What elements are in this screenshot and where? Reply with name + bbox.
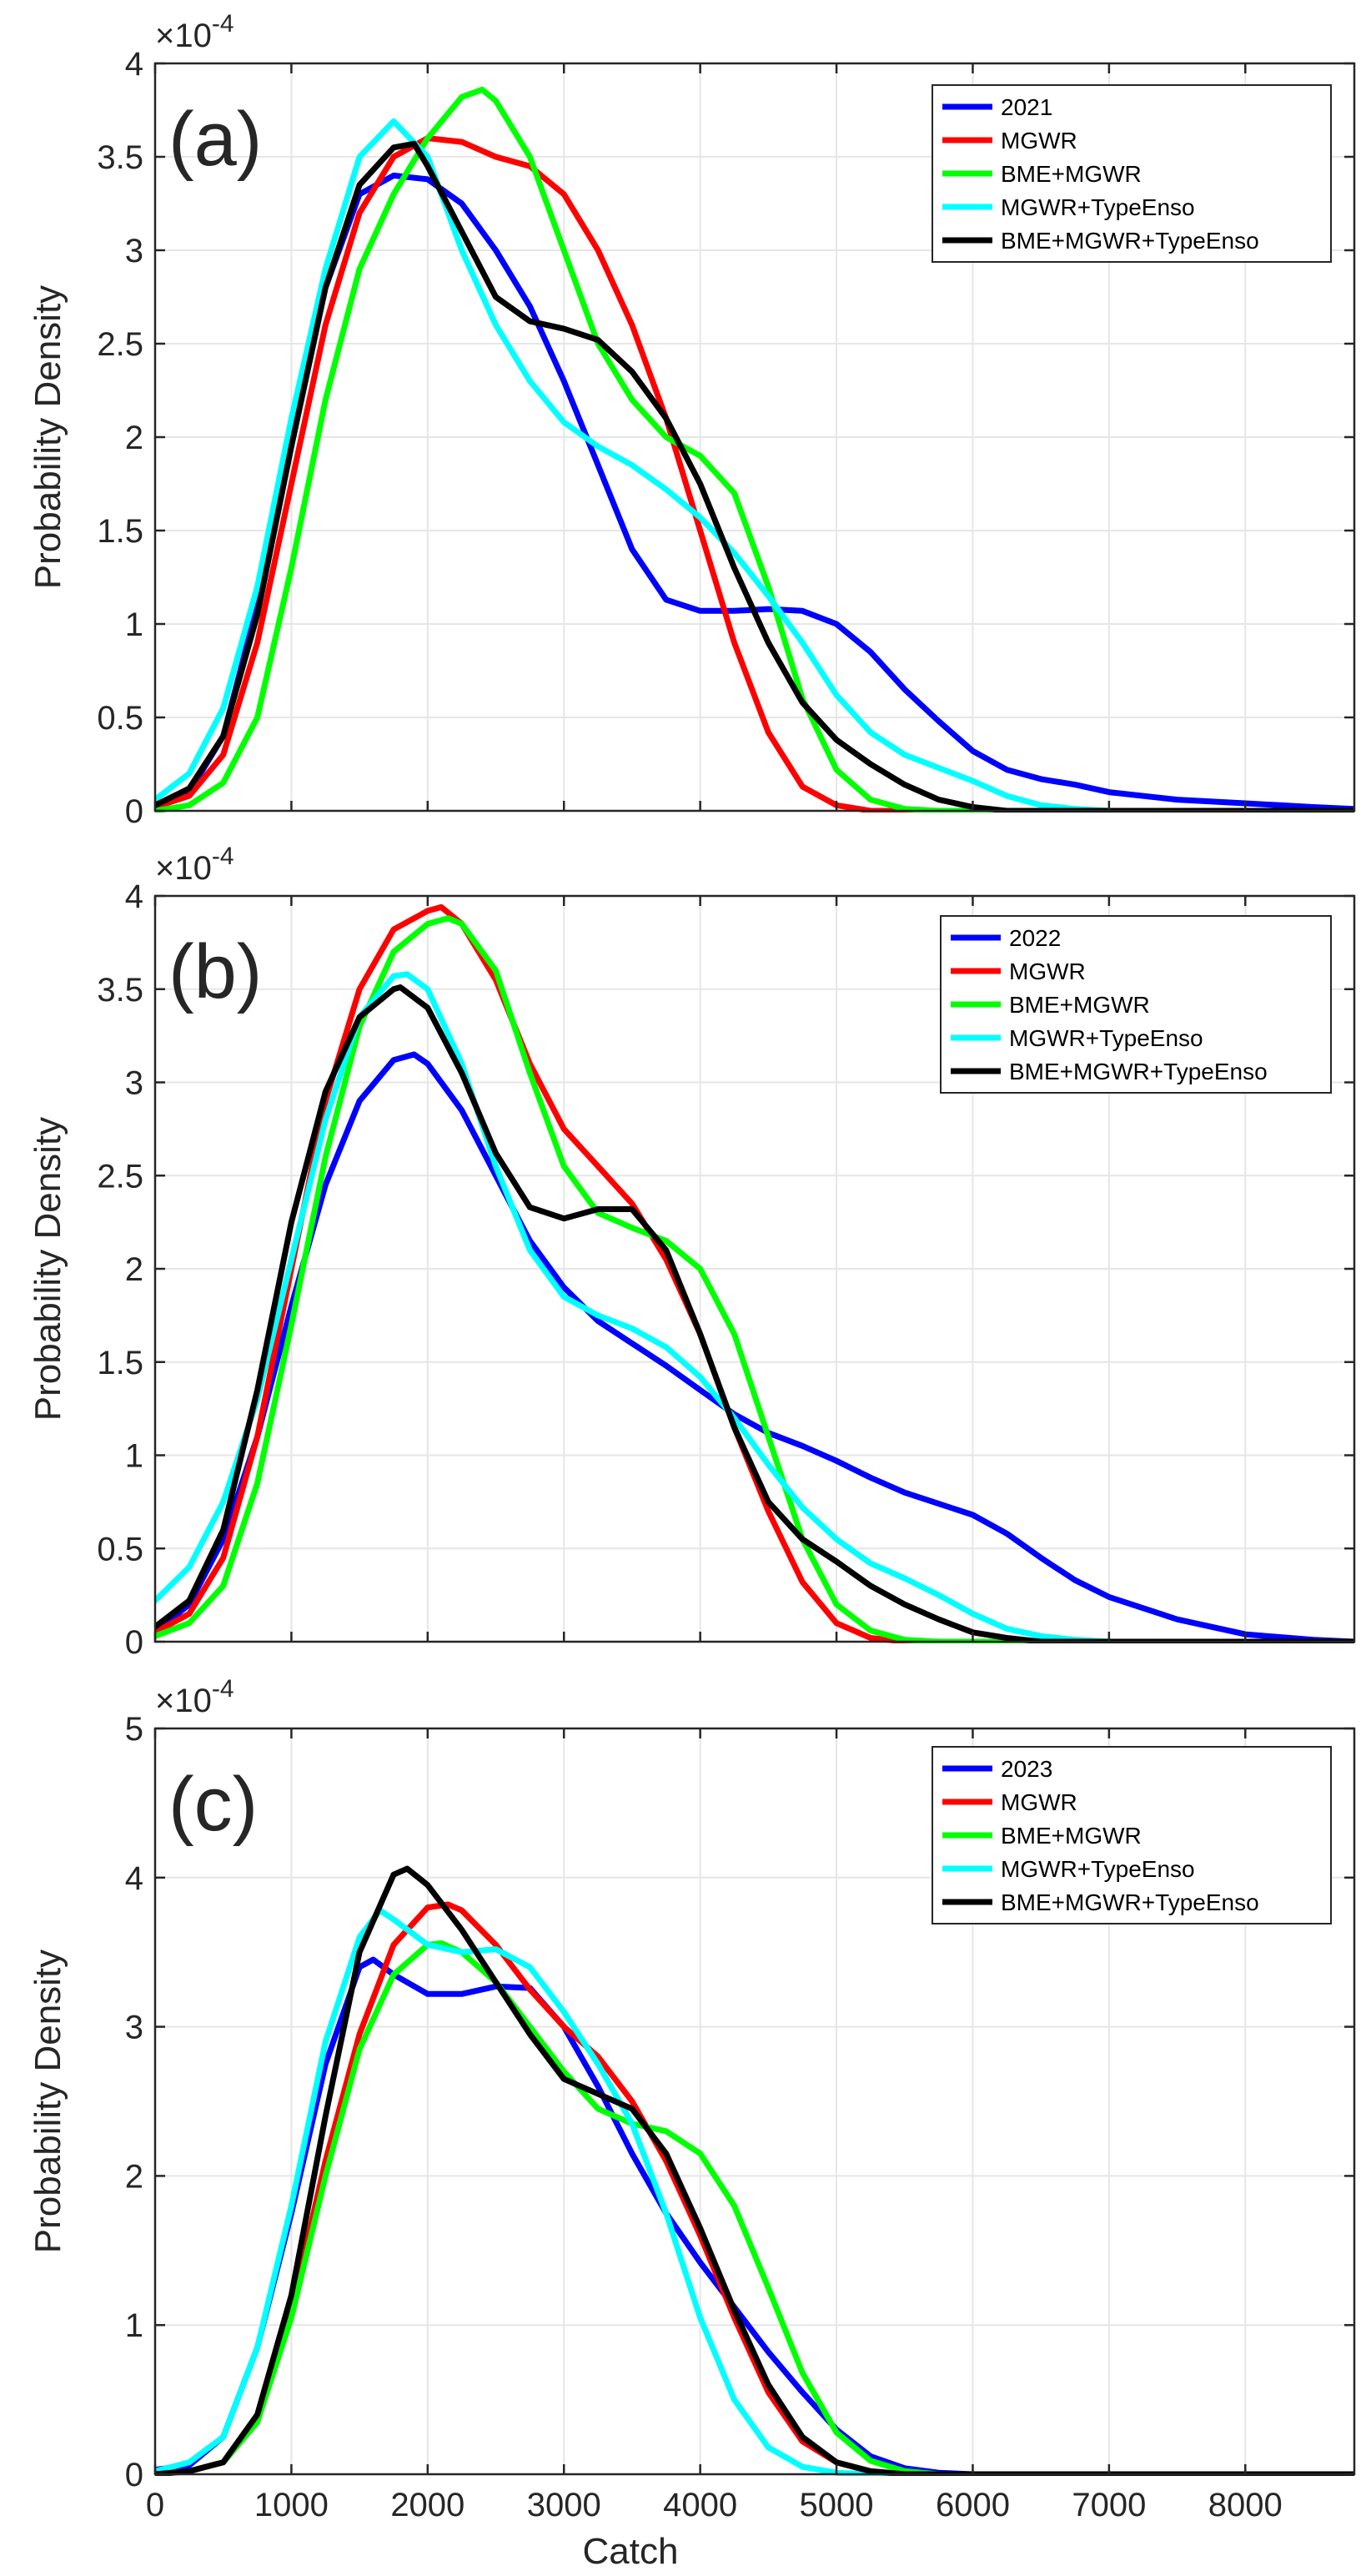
x-tick-label: 8000 xyxy=(1208,2487,1283,2523)
y-tick-label: 2.5 xyxy=(97,326,143,363)
series-line-2023 xyxy=(155,1956,1354,2476)
y-tick-label: 3 xyxy=(125,233,143,269)
legend-entry: 2021 xyxy=(1001,94,1052,120)
legend-entry: BME+MGWR+TypeEnso xyxy=(1009,1059,1268,1084)
series-line-bme-mgwr xyxy=(155,915,1354,1643)
y-tick-label: 1.5 xyxy=(97,513,143,550)
y-exponent-label: ×10-4 xyxy=(155,10,234,54)
y-axis-label: Probability Density xyxy=(28,285,68,589)
panel-label: (a) xyxy=(168,97,262,182)
y-tick-label: 0.5 xyxy=(97,1531,143,1567)
exponent-base: ×10 xyxy=(155,1683,212,1719)
series-line-2022 xyxy=(155,1051,1354,1643)
series-line-mgwr-typeenso xyxy=(155,971,1354,1643)
exponent-power: -4 xyxy=(212,1675,234,1703)
x-tick-label: 0 xyxy=(146,2487,164,2523)
y-tick-label: 2 xyxy=(125,2158,143,2195)
series-line-bme-mgwr xyxy=(155,1940,1354,2476)
exponent-power: -4 xyxy=(212,843,234,870)
series-line-mgwr-typeenso xyxy=(155,1907,1354,2476)
y-tick-label: 0.5 xyxy=(97,700,143,737)
series-line-bme-mgwr-typeenso xyxy=(155,1865,1354,2476)
exponent-base: ×10 xyxy=(155,18,212,54)
panel-c: 0 1 2 3 4 5 0 1000 2000 3000 4000 5000 6000 7000 8000 ×… xyxy=(28,1675,1356,2523)
x-axis-label: Catch xyxy=(583,2531,679,2572)
y-tick-label: 0 xyxy=(125,1624,143,1661)
series-line-mgwr xyxy=(155,135,1354,813)
exponent-power: -4 xyxy=(212,10,234,38)
y-tick-label: 1 xyxy=(125,606,143,643)
legend-entry: BME+MGWR xyxy=(1001,1823,1142,1849)
legend-box xyxy=(940,915,1332,1094)
y-tick-label: 1 xyxy=(125,2307,143,2344)
legend-entry: BME+MGWR xyxy=(1001,161,1142,187)
legend-entry: BME+MGWR xyxy=(1009,992,1150,1018)
y-tick-label: 1 xyxy=(125,1438,143,1475)
y-tick-label: 0 xyxy=(125,2457,143,2493)
legend-entry: MGWR+TypeEnso xyxy=(1001,1856,1195,1882)
legend-box xyxy=(932,1746,1332,1924)
panel-label: (c) xyxy=(168,1762,258,1847)
y-tick-label: 2 xyxy=(125,420,143,456)
exponent-base: ×10 xyxy=(155,850,212,887)
legend-entry: 2023 xyxy=(1001,1756,1052,1782)
x-tick-label: 2000 xyxy=(390,2487,465,2523)
panel-label: (b) xyxy=(168,929,262,1014)
y-axis-label: Probability Density xyxy=(28,1117,68,1421)
panel-a: 0 0.5 1 1.5 2 2.5 3 3.5 4 ×10-4 Probability Densit… xyxy=(28,10,1356,830)
panel-b: 0 0.5 1 1.5 2 2.5 3 3.5 4 ×10-4 Probability Densit… xyxy=(28,843,1356,1661)
y-tick-label: 4 xyxy=(125,1860,143,1897)
x-tick-label: 3000 xyxy=(527,2487,601,2523)
x-tick-label: 7000 xyxy=(1072,2487,1146,2523)
legend: 2022 MGWR BME+MGWR MGWR+TypeEnso BME+MGWR+Ty… xyxy=(940,915,1332,1094)
series-line-bme-mgwr-typeenso xyxy=(155,140,1354,813)
legend-entry: MGWR xyxy=(1001,1789,1077,1815)
y-tick-label: 4 xyxy=(125,46,143,83)
legend-entry: MGWR xyxy=(1009,958,1086,984)
y-tick-label: 3 xyxy=(125,1065,143,1102)
series-line-2021 xyxy=(155,172,1354,813)
legend-entry: BME+MGWR+TypeEnso xyxy=(1001,228,1259,254)
series-group xyxy=(155,86,1354,813)
series-group xyxy=(155,1865,1354,2476)
legend: 2021 MGWR BME+MGWR MGWR+TypeEnso BME+MGWR+Ty… xyxy=(932,84,1332,263)
y-tick-label: 3 xyxy=(125,2010,143,2046)
y-tick-label: 0 xyxy=(125,793,143,830)
series-line-bme-mgwr-typeenso xyxy=(155,984,1354,1643)
x-tick-label: 1000 xyxy=(254,2487,329,2523)
y-tick-label: 5 xyxy=(125,1711,143,1748)
legend-entry: MGWR xyxy=(1001,128,1077,153)
y-tick-label: 1.5 xyxy=(97,1345,143,1381)
series-line-mgwr-typeenso xyxy=(155,118,1354,813)
x-tick-label: 4000 xyxy=(663,2487,737,2523)
legend-entry: MGWR+TypeEnso xyxy=(1001,194,1195,220)
legend-entry: BME+MGWR+TypeEnso xyxy=(1001,1889,1259,1915)
legend: 2023 MGWR BME+MGWR MGWR+TypeEnso BME+MGWR+Ty… xyxy=(932,1746,1332,1924)
y-tick-label: 2 xyxy=(125,1251,143,1288)
y-exponent-label: ×10-4 xyxy=(155,1675,234,1719)
y-tick-label: 3.5 xyxy=(97,972,143,1009)
series-line-bme-mgwr xyxy=(155,86,1354,813)
legend-entry: MGWR+TypeEnso xyxy=(1009,1025,1203,1051)
x-tick-label: 5000 xyxy=(800,2487,874,2523)
y-tick-label: 4 xyxy=(125,878,143,915)
y-tick-label: 3.5 xyxy=(97,139,143,176)
y-exponent-label: ×10-4 xyxy=(155,843,234,887)
series-line-mgwr xyxy=(155,1901,1354,2476)
axes-box xyxy=(153,1727,1356,2476)
legend-entry: 2022 xyxy=(1009,925,1061,951)
y-tick-label: 2.5 xyxy=(97,1158,143,1195)
legend-box xyxy=(932,84,1332,263)
x-tick-label: 6000 xyxy=(936,2487,1010,2523)
y-axis-label: Probability Density xyxy=(28,1950,68,2253)
series-group xyxy=(155,903,1354,1643)
